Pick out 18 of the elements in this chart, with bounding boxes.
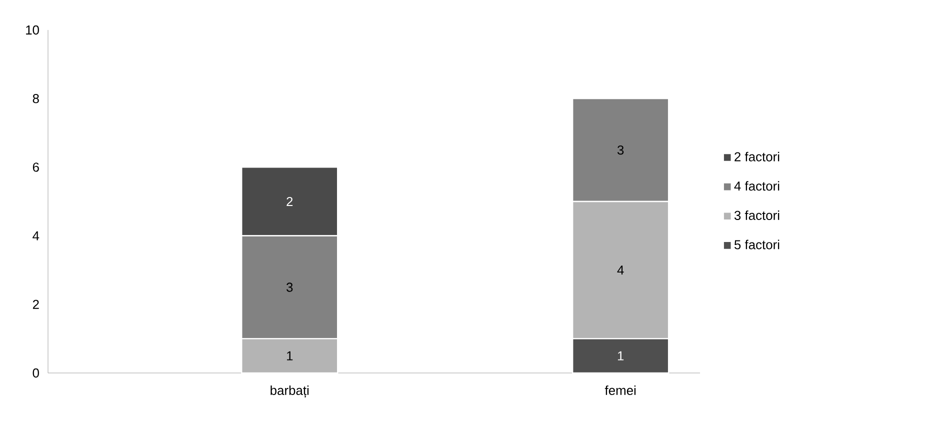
data-label: 3 [617, 145, 624, 155]
legend-label: 4 factori [734, 181, 780, 191]
y-tick-label: 2 [32, 300, 39, 309]
data-label: 3 [286, 282, 293, 292]
y-tick-label: 8 [32, 94, 39, 104]
legend-label: 3 factori [734, 210, 780, 220]
legend-label: 2 factori [734, 152, 780, 162]
data-label: 4 [617, 266, 624, 275]
y-tick-label: 0 [32, 368, 39, 378]
data-label: 2 [286, 196, 293, 206]
data-label: 1 [618, 351, 624, 360]
x-tick-label: barbați [270, 385, 309, 398]
y-tick-label: 6 [32, 162, 39, 172]
legend-label: 5 factori [734, 240, 780, 250]
x-tick-label: femei [604, 385, 636, 396]
data-label: 1 [287, 351, 293, 360]
y-tick-label: 4 [32, 231, 40, 240]
y-tick-label: 10 [26, 25, 39, 35]
